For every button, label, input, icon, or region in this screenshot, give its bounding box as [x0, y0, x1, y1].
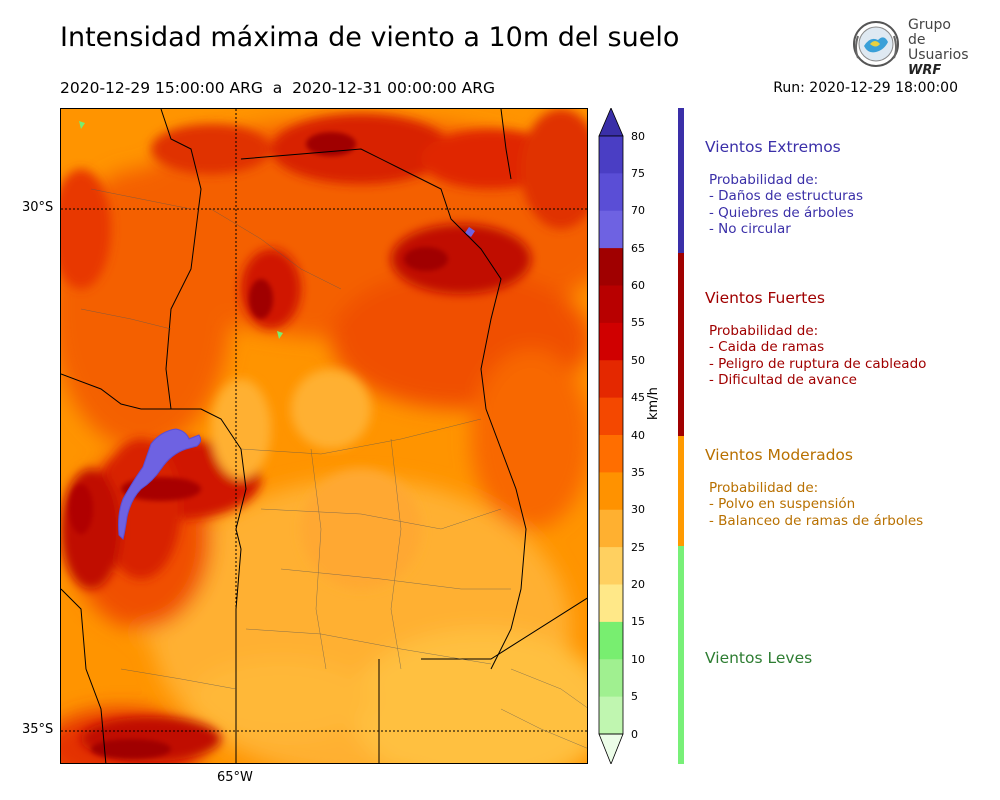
colorbar-segment: [599, 210, 623, 249]
lat-label-35s: 35°S: [22, 722, 54, 737]
strong-bar: [678, 253, 684, 436]
extreme-bar: [678, 108, 684, 253]
run-timestamp: Run: 2020-12-29 18:00:00: [773, 80, 958, 96]
colorbar-over-triangle: [598, 108, 624, 137]
colorbar-tick-label: 15: [631, 615, 645, 629]
logo-line-2: Usuarios: [908, 47, 969, 63]
colorbar-tick-label: 20: [631, 578, 645, 591]
globe-seal-icon: [853, 21, 899, 67]
wind-colorbar: [598, 108, 624, 764]
colorbar-tick-label: 65: [631, 241, 645, 255]
colorbar-segment: [599, 659, 623, 698]
logo-line-3: WRF: [908, 63, 942, 78]
colorbar-tick-label: 35: [631, 465, 645, 479]
colorbar-segment: [599, 584, 623, 623]
colorbar-segment: [599, 397, 623, 436]
colorbar-segment: [599, 621, 623, 660]
colorbar-segment: [599, 435, 623, 473]
colorbar-tick-label: 60: [631, 279, 645, 292]
extreme-desc: Probabilidad de: - Daños de estructuras …: [709, 172, 864, 237]
colorbar-tick-label: 80: [631, 129, 645, 143]
colorbar-segment: [599, 173, 623, 212]
colorbar-tick-label: 45: [631, 391, 645, 405]
colorbar-unit: km/h: [646, 387, 661, 420]
wind-field: [61, 109, 587, 763]
moderate-title: Vientos Moderados: [705, 446, 853, 464]
lon-label-65w: 65°W: [217, 770, 253, 785]
colorbar-tick-label: 55: [631, 316, 645, 330]
moderate-bar: [678, 436, 684, 546]
wrf-group-logo: Grupo de Usuarios WRF: [850, 17, 970, 78]
light-title: Vientos Leves: [705, 649, 813, 667]
colorbar-segment: [599, 509, 623, 548]
extreme-title: Vientos Extremos: [705, 138, 841, 156]
colorbar-segment: [599, 136, 623, 174]
colorbar-segment: [599, 472, 623, 511]
colorbar-tick-label: 50: [631, 353, 645, 367]
lat-label-30s: 30°S: [22, 200, 54, 215]
colorbar-tick-label: 5: [631, 690, 638, 704]
colorbar-under-triangle: [598, 733, 624, 764]
colorbar-tick-label: 10: [631, 652, 645, 666]
colorbar-tick-label: 0: [631, 727, 638, 741]
moderate-desc: Probabilidad de: - Polvo en suspensión -…: [709, 480, 924, 529]
forecast-period: 2020-12-29 15:00:00 ARG a 2020-12-31 00:…: [60, 79, 496, 97]
colorbar-segment: [599, 248, 623, 286]
strong-desc: Probabilidad de: - Caida de ramas - Peli…: [709, 323, 927, 388]
colorbar-tick-label: 30: [631, 503, 645, 517]
colorbar-segment: [599, 696, 623, 735]
colorbar-segment: [599, 547, 623, 585]
colorbar-tick-label: 40: [631, 428, 645, 442]
colorbar-segment: [599, 322, 623, 361]
colorbar-tick-label: 75: [631, 166, 645, 180]
logo-line-1: Grupo de: [908, 17, 951, 48]
strong-title: Vientos Fuertes: [705, 289, 825, 307]
colorbar-tick-label: 25: [631, 540, 645, 554]
colorbar-frame: [598, 135, 624, 735]
wind-map: [60, 108, 588, 764]
light-bar: [678, 546, 684, 764]
colorbar-segment: [599, 285, 623, 324]
colorbar-segment: [599, 360, 623, 399]
map-title: Intensidad máxima de viento a 10m del su…: [60, 22, 680, 53]
colorbar-tick-label: 70: [631, 204, 645, 218]
